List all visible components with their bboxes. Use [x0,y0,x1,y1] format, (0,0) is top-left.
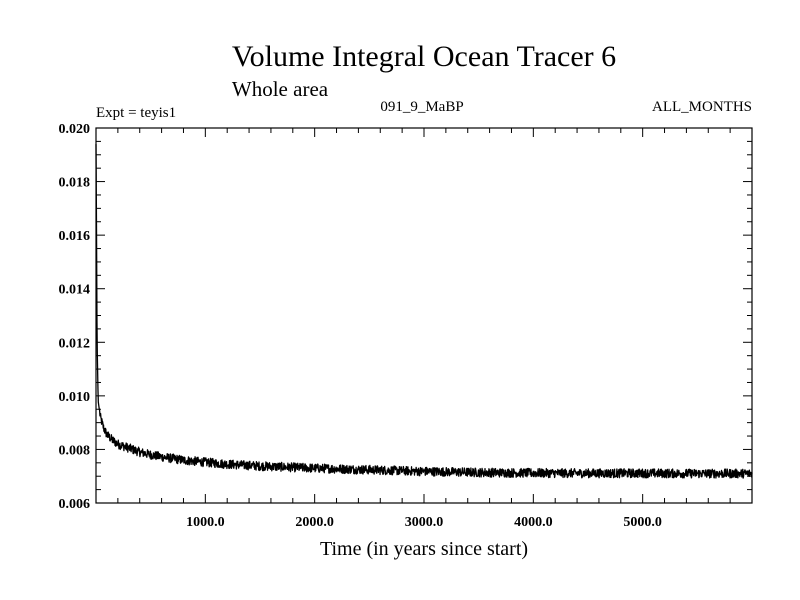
y-tick-label: 0.020 [59,122,91,137]
chart-subtitle: Whole area [232,77,329,101]
experiment-label: Expt = teyis1 [96,105,176,121]
y-tick-label: 0.008 [59,443,91,458]
plot-frame [95,127,753,504]
y-tick-label: 0.006 [59,497,91,512]
y-tick-label: 0.010 [59,390,91,405]
y-tick-label: 0.016 [59,229,91,244]
x-tick-label: 2000.0 [295,515,334,530]
axes: 1000.0 2000.0 3000.0 4000.0 5000.0 0.006 0.008… [59,122,753,530]
y-tick-label: 0.014 [59,283,91,298]
x-tick-label: 3000.0 [405,515,444,530]
y-tick-label: 0.012 [59,336,91,351]
x-tick-label: 4000.0 [514,515,553,530]
x-axis-label: Time (in years since start) [320,538,528,560]
series-group [95,144,753,479]
months-label: ALL_MONTHS [652,99,752,115]
y-tick-label: 0.018 [59,176,91,191]
x-tick-label: 1000.0 [186,515,225,530]
chart-title: Volume Integral Ocean Tracer 6 [232,40,616,73]
x-tick-label: 5000.0 [623,515,662,530]
series-line [95,144,753,479]
period-label: 091_9_MaBP [380,99,463,115]
